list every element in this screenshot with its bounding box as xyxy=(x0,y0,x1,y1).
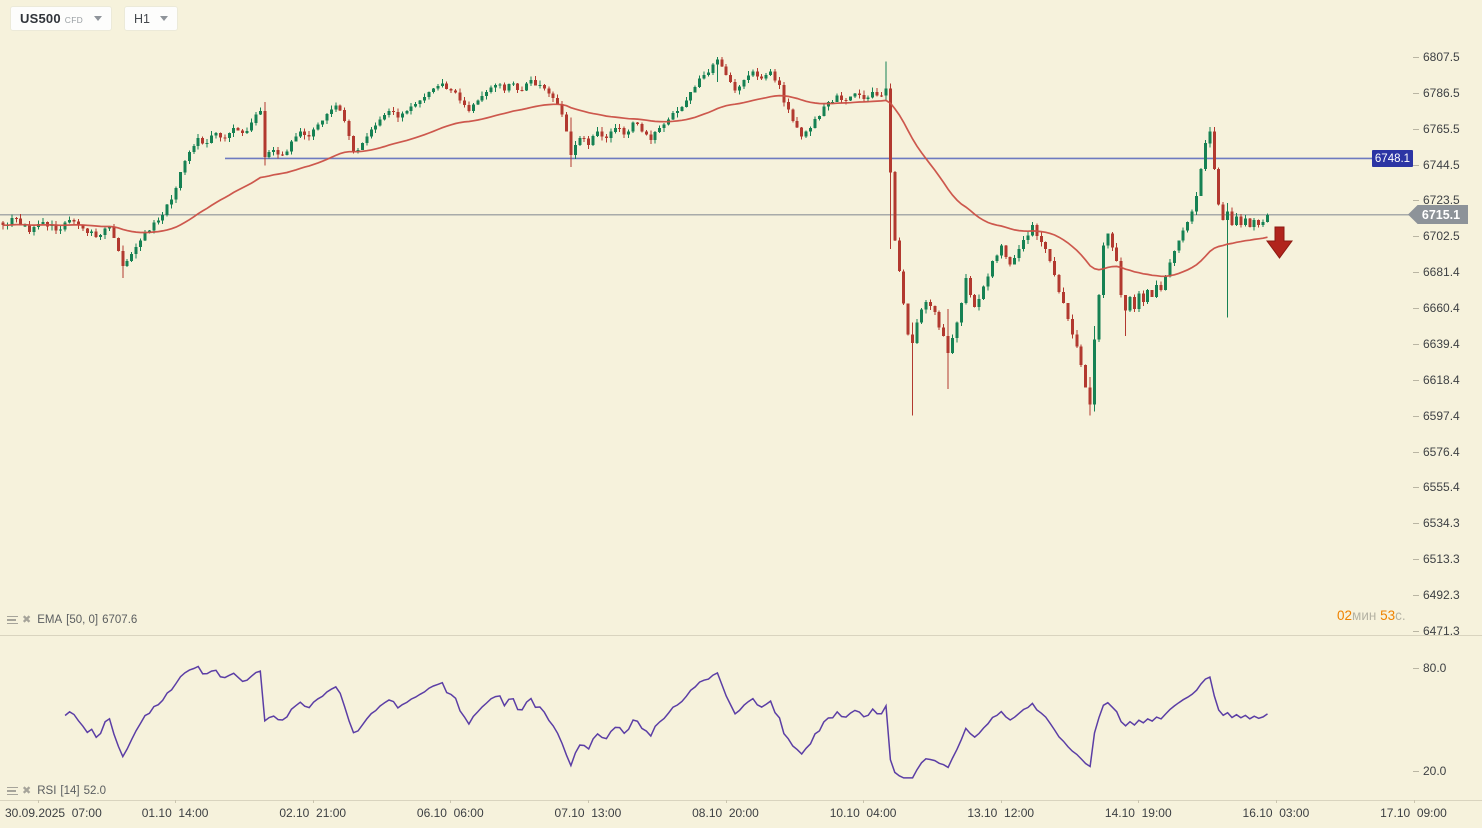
time-axis-tick xyxy=(1000,800,1002,803)
rsi-line xyxy=(64,665,1268,779)
timer-minutes-unit: мин xyxy=(1352,608,1377,623)
price-axis-tick xyxy=(1413,92,1419,94)
price-axis-tick xyxy=(1413,559,1419,561)
rsi-legend-params: [14] xyxy=(60,785,80,797)
last-price-tag: 6715.1 xyxy=(1408,205,1468,224)
price-axis-label: 6513.3 xyxy=(1423,552,1460,567)
time-axis-label: 02.10 21:00 xyxy=(279,806,347,820)
price-axis-label: 6807.5 xyxy=(1423,50,1460,64)
price-axis-label: 6534.3 xyxy=(1423,516,1460,531)
time-axis-tick xyxy=(1275,800,1277,803)
price-axis-label: 6555.4 xyxy=(1423,480,1460,495)
price-axis-label: 6786.5 xyxy=(1423,85,1460,100)
timer-seconds: 53 xyxy=(1380,608,1396,623)
sell-arrow-icon xyxy=(1266,226,1293,259)
chevron-down-icon xyxy=(94,16,102,21)
axis-divider xyxy=(0,800,1482,801)
price-axis-label: 6471.3 xyxy=(1423,624,1460,638)
price-axis-label: 6681.4 xyxy=(1423,265,1460,280)
time-axis-label: 08.10 20:00 xyxy=(692,806,759,820)
rsi-axis-label: 80.0 xyxy=(1423,661,1447,675)
price-axis-tick xyxy=(1413,523,1419,525)
time-axis-tick xyxy=(1413,800,1415,803)
main-chart-plot-area[interactable] xyxy=(0,0,1410,635)
ema-legend-name: EMA xyxy=(37,614,63,626)
time-axis-tick xyxy=(450,800,452,803)
rsi-axis-label: 20.0 xyxy=(1423,764,1447,778)
time-axis-label: 07.10 13:00 xyxy=(554,806,622,820)
price-axis-tick xyxy=(1413,595,1419,597)
price-axis-label: 6744.5 xyxy=(1423,157,1460,172)
time-axis-tick xyxy=(863,800,865,803)
rsi-legend-value: 52.0 xyxy=(83,785,106,797)
rsi-legend: ✖ RSI [14] 52.0 xyxy=(7,785,106,797)
indicator-settings-icon[interactable] xyxy=(7,615,18,625)
time-axis-tick xyxy=(1138,800,1140,803)
time-axis-tick xyxy=(587,800,589,803)
time-axis-tick xyxy=(37,800,39,803)
rsi-plot-area[interactable] xyxy=(0,636,1410,800)
price-axis-tick xyxy=(1413,57,1419,58)
rsi-axis-tick xyxy=(1413,668,1419,669)
rsi-legend-name: RSI xyxy=(37,785,57,797)
price-axis-tick xyxy=(1413,415,1419,417)
ema-legend-params: [50, 0] xyxy=(66,614,99,626)
time-axis-tick xyxy=(312,800,314,803)
price-axis-tick xyxy=(1413,164,1419,166)
price-axis-tick xyxy=(1413,379,1419,381)
symbol-dropdown[interactable]: US500 CFD xyxy=(10,6,112,31)
price-axis-tick xyxy=(1413,236,1419,238)
price-axis-label: 6618.4 xyxy=(1423,372,1460,387)
price-axis-tick xyxy=(1413,451,1419,453)
pane-divider xyxy=(0,635,1482,636)
time-axis-label: 16.10 03:00 xyxy=(1242,806,1310,820)
time-axis-label: 14.10 19:00 xyxy=(1104,806,1172,820)
rsi-axis-tick xyxy=(1413,771,1419,772)
price-axis-tick xyxy=(1413,272,1419,274)
price-axis[interactable] xyxy=(1410,0,1482,800)
price-axis-tick xyxy=(1413,487,1419,489)
time-axis-label: 01.10 14:00 xyxy=(141,806,209,820)
candle-countdown-timer: 02мин 53с. xyxy=(1337,608,1406,623)
timer-seconds-unit: с. xyxy=(1395,608,1406,623)
price-axis-tick xyxy=(1413,344,1419,345)
ema-line xyxy=(3,94,1268,278)
instrument-type-label: CFD xyxy=(64,14,84,25)
time-axis-tick xyxy=(175,800,177,803)
time-axis-label: 13.10 12:00 xyxy=(967,806,1035,820)
candlestick-series xyxy=(1,57,1269,416)
timer-minutes: 02 xyxy=(1337,608,1353,623)
timeframe-dropdown[interactable]: H1 xyxy=(124,6,178,31)
price-axis-tick xyxy=(1413,308,1419,310)
symbol-name: US500 xyxy=(20,11,61,26)
time-axis-label: 06.10 06:00 xyxy=(416,806,484,820)
chevron-down-icon xyxy=(160,16,168,21)
price-axis-label: 6765.5 xyxy=(1423,121,1460,136)
price-axis-label: 6492.3 xyxy=(1423,588,1460,603)
indicator-close-icon[interactable]: ✖ xyxy=(22,784,32,797)
price-axis-tick xyxy=(1413,200,1419,202)
resistance-level-label[interactable]: 6748.1 xyxy=(1372,150,1413,167)
price-axis-tick xyxy=(1413,128,1419,130)
price-axis-label: 6723.5 xyxy=(1423,193,1460,208)
price-axis-label: 6639.4 xyxy=(1423,337,1460,351)
indicator-settings-icon[interactable] xyxy=(7,786,18,796)
time-axis-label: 10.10 04:00 xyxy=(829,806,897,820)
time-axis-label: 30.09.2025 07:00 xyxy=(5,806,102,820)
ema-legend: ✖ EMA [50, 0] 6707.6 xyxy=(7,614,137,626)
time-axis-tick xyxy=(725,800,727,803)
timeframe-label: H1 xyxy=(134,11,150,26)
time-axis-label: 17.10 09:00 xyxy=(1380,806,1447,820)
price-axis-label: 6702.5 xyxy=(1423,229,1460,244)
indicator-close-icon[interactable]: ✖ xyxy=(22,613,32,626)
price-axis-tick xyxy=(1413,631,1419,632)
price-axis-label: 6660.4 xyxy=(1423,301,1460,316)
price-axis-label: 6576.4 xyxy=(1423,444,1460,459)
price-axis-label: 6597.4 xyxy=(1423,408,1460,423)
ema-legend-value: 6707.6 xyxy=(102,614,138,626)
